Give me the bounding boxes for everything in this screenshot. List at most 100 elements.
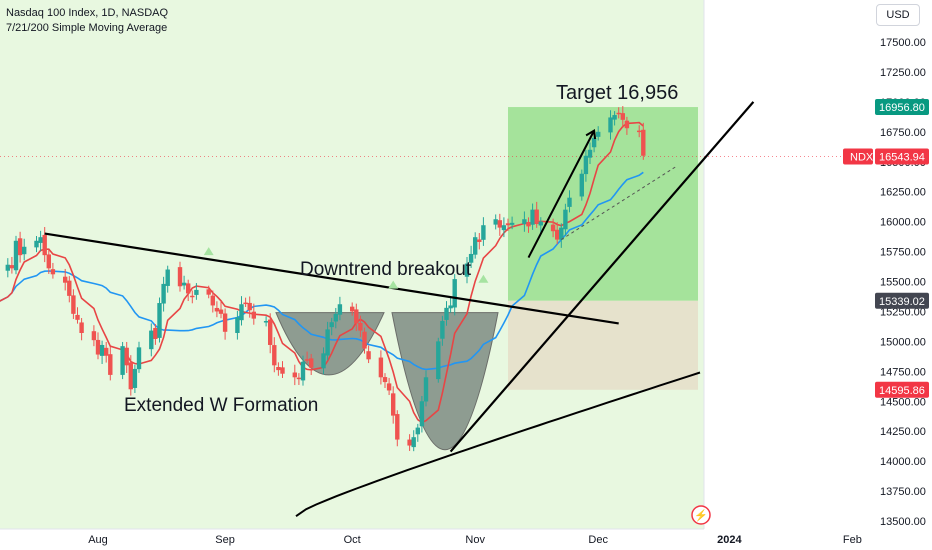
candle <box>436 337 441 383</box>
candle <box>407 434 412 451</box>
candle-body <box>354 309 359 324</box>
candle <box>473 232 478 259</box>
candle <box>34 235 39 253</box>
candle <box>325 321 330 361</box>
candle <box>210 290 215 313</box>
candle <box>440 315 445 346</box>
candle-body <box>624 120 630 129</box>
candle <box>550 218 556 238</box>
candle-body <box>415 427 420 435</box>
uptrend-line <box>449 101 755 453</box>
candle <box>75 307 80 324</box>
candle <box>300 355 306 386</box>
candle <box>124 341 129 373</box>
candle <box>50 262 56 279</box>
candle <box>161 276 166 312</box>
candle-body <box>149 330 154 350</box>
candle-body <box>108 354 113 375</box>
candle-body <box>567 197 572 207</box>
candle-body <box>468 253 474 263</box>
candle <box>206 285 211 299</box>
candle-body <box>538 221 543 226</box>
price-tag-value: 15339.02 <box>879 296 925 308</box>
candle-body <box>362 331 367 349</box>
candle-body <box>243 302 248 305</box>
candle <box>280 361 285 379</box>
candle <box>538 217 543 233</box>
candle-body <box>136 347 142 370</box>
candle-body <box>497 220 502 228</box>
candle-body <box>596 131 601 137</box>
candle <box>608 110 613 140</box>
candle-body <box>382 377 388 383</box>
candle <box>567 190 572 213</box>
candle-body <box>366 351 371 360</box>
candle <box>181 275 187 290</box>
candle <box>91 325 97 347</box>
y-tick-label: 13750.00 <box>880 486 926 498</box>
candle-body <box>210 295 215 306</box>
candle <box>596 126 601 141</box>
candle-body <box>350 306 355 312</box>
breakout-label: Downtrend breakout <box>300 259 472 280</box>
candle <box>177 261 183 292</box>
candle-body <box>38 237 43 243</box>
candle-body <box>280 367 285 374</box>
y-tick-label: 14000.00 <box>880 456 926 468</box>
candle-body <box>493 219 498 225</box>
candle-body <box>473 237 478 255</box>
candle <box>612 111 617 126</box>
candle-body <box>132 368 138 388</box>
candle-body <box>440 321 445 339</box>
candle <box>563 203 568 237</box>
candle-body <box>263 321 269 323</box>
candle-body <box>583 155 589 175</box>
candle <box>497 213 502 236</box>
candle <box>354 303 359 332</box>
candle-body <box>526 221 531 227</box>
candle <box>165 265 170 293</box>
price-tag-value: 16956.80 <box>879 102 925 114</box>
candle-body <box>235 317 240 333</box>
candle <box>128 355 133 396</box>
candle-body <box>157 303 162 338</box>
candle-body <box>419 401 425 427</box>
candle-body <box>563 209 568 230</box>
candle-body <box>481 225 486 240</box>
candle <box>218 301 224 319</box>
candles <box>5 106 646 452</box>
candle <box>481 217 486 246</box>
y-tick-label: 17250.00 <box>880 67 926 79</box>
candle <box>136 341 142 373</box>
candle-body <box>153 327 158 339</box>
candle-body <box>79 322 84 333</box>
target-arrow-head <box>585 128 597 140</box>
candle <box>263 316 269 327</box>
candle <box>276 362 281 376</box>
candle-body <box>251 311 256 319</box>
price-tag-box <box>875 292 929 309</box>
candle <box>366 345 371 364</box>
candle-body <box>268 319 273 345</box>
candle-body <box>391 393 396 416</box>
candle <box>386 377 392 396</box>
candle <box>559 223 564 248</box>
candle <box>239 296 244 326</box>
x-tick-label: Aug <box>88 534 108 546</box>
y-tick-label: 15750.00 <box>880 247 926 259</box>
y-tick-label: 16000.00 <box>880 217 926 229</box>
candle-body <box>534 209 539 225</box>
candle-body <box>641 129 646 156</box>
candle-body <box>559 227 564 240</box>
candle-body <box>239 304 244 321</box>
candle <box>419 395 425 433</box>
candle <box>579 169 584 201</box>
candle <box>423 370 429 407</box>
pattern-label: Extended W Formation <box>124 395 318 416</box>
x-tick-label: Dec <box>588 534 608 546</box>
currency-button[interactable]: USD <box>876 4 920 26</box>
y-tick-label: 15000.00 <box>880 336 926 348</box>
candle <box>321 347 326 375</box>
projection-dashed-line <box>561 166 677 241</box>
